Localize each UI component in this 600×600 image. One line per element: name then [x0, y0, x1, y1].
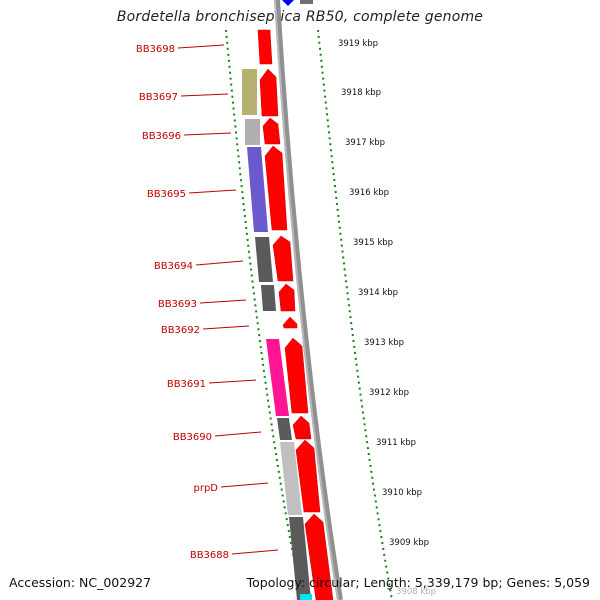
position-label: 3910 kbp	[382, 488, 422, 498]
forward-gene-bb3692	[282, 316, 298, 329]
gene-label-leader	[188, 189, 237, 194]
cog-feature-bottom	[300, 594, 312, 600]
position-label: 3917 kbp	[345, 138, 385, 148]
forward-genes	[257, 29, 334, 600]
genome-summary-text: Topology: circular; Length: 5,339,179 bp…	[246, 575, 590, 590]
gene-label: prpD	[193, 483, 218, 494]
gene-label: BB3697	[139, 92, 178, 103]
gene-label: BB3693	[158, 299, 197, 310]
forward-gene-bb3697	[259, 68, 279, 117]
gene-label: BB3691	[167, 379, 206, 390]
forward-gene-bb3691	[284, 337, 309, 414]
cog-feature-prpd	[280, 442, 302, 515]
gene-label-leader	[180, 93, 229, 97]
forward-gene-bb3690	[292, 415, 312, 440]
top-forward-feature	[300, 0, 313, 4]
gene-label: BB3696	[142, 131, 181, 142]
backbone-line	[274, 0, 343, 600]
gene-label: BB3695	[147, 189, 186, 200]
gene-label: BB3688	[190, 550, 229, 561]
gene-label-leader	[195, 260, 244, 266]
gene-label-leader	[202, 325, 250, 330]
forward-gene-bb3688	[304, 513, 334, 600]
accession-text: Accession: NC_002927	[9, 575, 152, 590]
gene-label-leader	[177, 44, 225, 49]
position-label: 3919 kbp	[338, 39, 378, 49]
position-label: 3911 kbp	[376, 438, 416, 448]
forward-gene-bb3698	[257, 29, 273, 65]
position-label: 3909 kbp	[389, 538, 429, 548]
forward-gene-bb3694	[272, 235, 294, 282]
position-label: 3908 kbp	[396, 587, 436, 597]
cog-feature-bb3691	[266, 339, 289, 416]
cog-feature-bb3693	[261, 285, 276, 311]
cog-feature-bb3695	[247, 147, 268, 232]
forward-gene-bb3696	[262, 117, 281, 145]
position-label: 3916 kbp	[349, 188, 389, 198]
position-label: 3912 kbp	[369, 388, 409, 398]
gene-label-leader	[208, 379, 257, 384]
gene-label-leader	[199, 299, 247, 304]
gene-label: BB3690	[173, 432, 212, 443]
position-label: 3913 kbp	[364, 338, 404, 348]
forward-gene-prpd	[295, 439, 321, 513]
position-label: 3915 kbp	[353, 238, 393, 248]
inner-tick-track	[225, 29, 303, 600]
forward-gene-bb3693	[278, 283, 296, 312]
gene-label-leader	[183, 132, 232, 136]
outer-tick-track	[317, 29, 393, 600]
map-title: Bordetella bronchiseptica RB50, complete…	[116, 9, 484, 25]
gene-label: BB3694	[154, 261, 193, 272]
cog-features	[242, 69, 312, 600]
forward-gene-bb3695	[264, 145, 288, 231]
gene-label-leader	[231, 549, 279, 555]
cog-feature-bb3690	[277, 418, 292, 440]
top-reverse-feature	[282, 0, 294, 6]
cog-feature-bb3696	[245, 119, 260, 145]
gene-label: BB3692	[161, 325, 200, 336]
cog-feature-bb3697	[242, 69, 257, 115]
gene-label-leader	[220, 482, 269, 488]
gene-label: BB3698	[136, 44, 175, 55]
position-label: 3914 kbp	[358, 288, 398, 298]
position-labels: 3919 kbp 3918 kbp 3917 kbp 3916 kbp 3915 kbp…	[338, 39, 436, 597]
gene-label-leader	[214, 431, 262, 437]
cog-feature-bb3688	[289, 517, 311, 600]
cog-feature-bb3694	[255, 237, 273, 282]
gene-labels: BB3698 BB3697 BB3696 BB3695 BB3694 BB3693 BB36…	[136, 44, 279, 561]
position-label: 3918 kbp	[341, 88, 381, 98]
